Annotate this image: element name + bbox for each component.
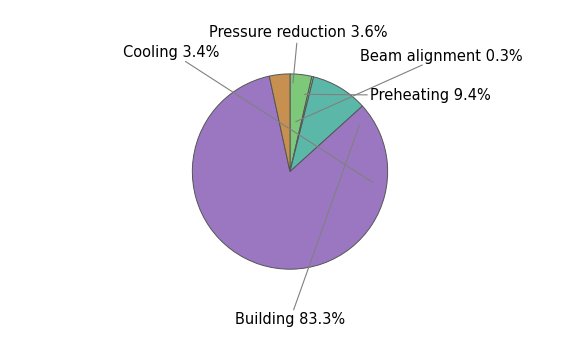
Wedge shape	[290, 74, 312, 172]
Wedge shape	[290, 77, 362, 172]
Text: Preheating 9.4%: Preheating 9.4%	[304, 88, 491, 103]
Text: Beam alignment 0.3%: Beam alignment 0.3%	[296, 49, 523, 122]
Text: Building 83.3%: Building 83.3%	[235, 125, 360, 327]
Text: Pressure reduction 3.6%: Pressure reduction 3.6%	[209, 25, 387, 83]
Wedge shape	[269, 74, 290, 172]
Wedge shape	[290, 77, 314, 172]
Wedge shape	[193, 76, 387, 269]
Text: Cooling 3.4%: Cooling 3.4%	[124, 45, 373, 182]
